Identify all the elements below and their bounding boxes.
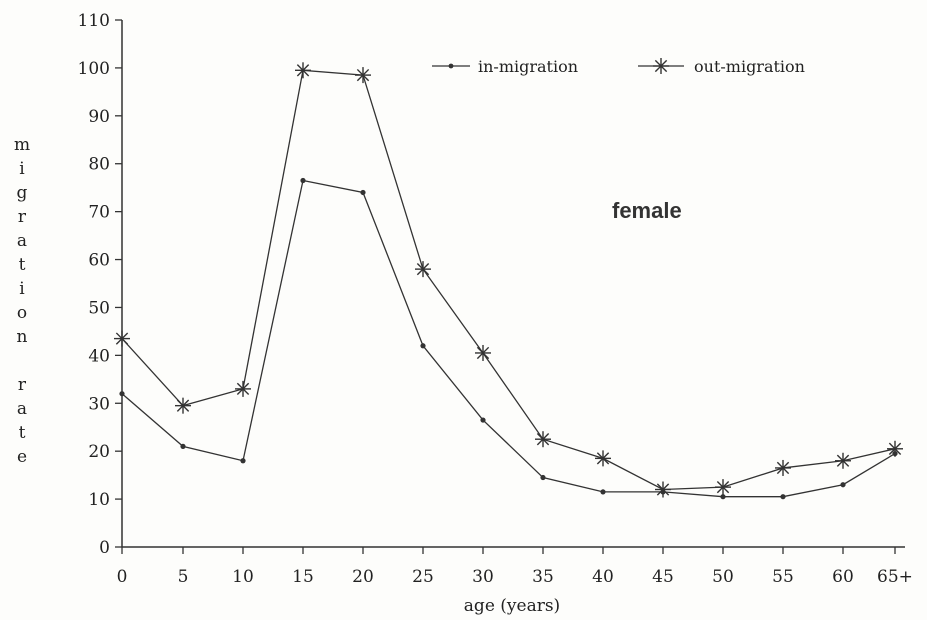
legend-asterisk-marker bbox=[653, 58, 669, 74]
y-axis-title-char: m bbox=[14, 135, 30, 155]
data-point-out-migration bbox=[595, 450, 611, 467]
data-point-in-migration bbox=[119, 391, 125, 397]
data-point-out-migration bbox=[835, 452, 851, 469]
x-axis: 0 5 10 15 20 25 30 35 40 45 50 55 60 65+ bbox=[117, 546, 913, 587]
x-tick-label: 0 bbox=[117, 567, 128, 587]
y-tick-label: 90 bbox=[88, 107, 110, 127]
data-point-out-migration bbox=[355, 67, 371, 84]
x-tick-label: 30 bbox=[472, 567, 494, 587]
series bbox=[114, 62, 903, 500]
data-point-out-migration bbox=[475, 344, 491, 361]
data-point-in-migration bbox=[480, 417, 486, 423]
legend-label-in-migration: in-migration bbox=[478, 57, 578, 76]
y-tick-label: 80 bbox=[88, 155, 110, 175]
data-point-out-migration bbox=[114, 330, 130, 347]
y-ticks: 0 10 20 30 40 50 60 70 80 90 100 110 bbox=[78, 11, 122, 558]
y-axis-title-char: i bbox=[19, 159, 25, 179]
x-tick-label: 60 bbox=[832, 567, 854, 587]
data-point-out-migration bbox=[715, 479, 731, 496]
y-axis-title-char: t bbox=[19, 255, 26, 275]
x-tick-label: 5 bbox=[178, 567, 189, 587]
y-axis: 0 10 20 30 40 50 60 70 80 90 100 110 bbox=[78, 11, 123, 558]
data-point-in-migration bbox=[180, 443, 186, 449]
data-point-in-migration bbox=[720, 494, 726, 500]
x-tick-label: 65+ bbox=[877, 567, 913, 587]
y-tick-label: 10 bbox=[88, 490, 110, 510]
data-point-out-migration bbox=[887, 440, 903, 457]
y-axis-title-char: r bbox=[18, 375, 27, 395]
y-tick-label: 0 bbox=[99, 538, 110, 558]
data-point-in-migration bbox=[420, 343, 426, 349]
x-axis-title: age (years) bbox=[464, 596, 560, 616]
series-line-in-migration bbox=[121, 179, 896, 498]
series-line-out-migration bbox=[121, 69, 896, 491]
y-axis-title-char: g bbox=[17, 183, 28, 203]
data-point-in-migration bbox=[840, 482, 846, 488]
legend-item-out-migration: out-migration bbox=[638, 57, 805, 76]
data-point-in-migration bbox=[240, 458, 246, 464]
y-tick-label: 100 bbox=[78, 59, 110, 79]
x-tick-label: 10 bbox=[232, 567, 254, 587]
y-axis-title-char: t bbox=[19, 423, 26, 443]
data-point-in-migration bbox=[780, 494, 786, 500]
y-axis-title-char: r bbox=[18, 207, 27, 227]
chart-annotation: female bbox=[612, 198, 682, 223]
x-tick-label: 15 bbox=[292, 567, 314, 587]
y-tick-label: 70 bbox=[88, 203, 110, 223]
x-tick-label: 45 bbox=[652, 567, 674, 587]
y-axis-title-char: a bbox=[17, 399, 27, 419]
data-point-out-migration bbox=[295, 62, 311, 79]
x-tick-label: 55 bbox=[772, 567, 794, 587]
y-tick-label: 110 bbox=[78, 11, 110, 31]
data-point-in-migration bbox=[600, 489, 606, 495]
data-point-in-migration bbox=[540, 474, 546, 481]
x-tick-label: 50 bbox=[712, 567, 734, 587]
y-axis-title-char: n bbox=[17, 327, 28, 347]
x-tick-label: 25 bbox=[412, 567, 434, 587]
data-point-out-migration bbox=[655, 481, 671, 498]
legend-item-in-migration: in-migration bbox=[432, 57, 578, 76]
y-tick-label: 40 bbox=[88, 346, 110, 366]
data-point-in-migration bbox=[360, 189, 366, 196]
y-axis-title-char: e bbox=[17, 447, 27, 467]
legend: in-migration out-migration bbox=[432, 57, 805, 76]
x-tick-label: 40 bbox=[592, 567, 614, 587]
legend-asterisk bbox=[653, 58, 669, 74]
data-point-in-migration bbox=[300, 177, 306, 184]
y-tick-label: 60 bbox=[88, 251, 110, 271]
y-axis-title-char: o bbox=[17, 303, 27, 323]
x-ticks: 0 5 10 15 20 25 30 35 40 45 50 55 60 65+ bbox=[117, 547, 913, 587]
y-axis-title-char: a bbox=[17, 231, 27, 251]
y-tick-label: 30 bbox=[88, 394, 110, 414]
legend-label-out-migration: out-migration bbox=[694, 57, 805, 76]
data-point-out-migration bbox=[535, 431, 551, 448]
y-axis-title-char: i bbox=[19, 279, 25, 299]
data-point-out-migration bbox=[775, 459, 791, 476]
x-tick-label: 20 bbox=[352, 567, 374, 587]
data-point-out-migration bbox=[235, 380, 251, 397]
y-tick-label: 50 bbox=[88, 298, 110, 318]
data-point-out-migration bbox=[175, 397, 191, 414]
data-point-out-migration bbox=[415, 261, 431, 278]
y-tick-label: 20 bbox=[88, 442, 110, 462]
x-tick-label: 35 bbox=[532, 567, 554, 587]
